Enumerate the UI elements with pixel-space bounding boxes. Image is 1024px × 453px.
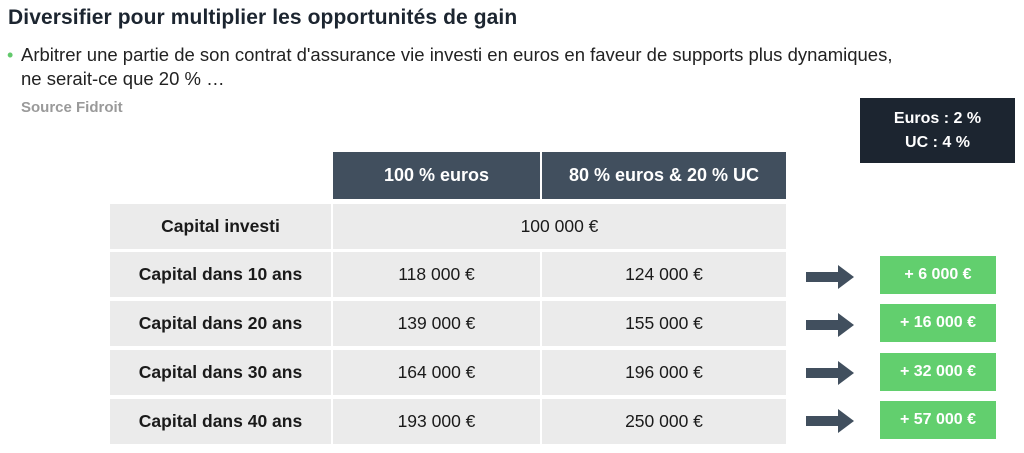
value-euros-30-ans: 164 000 €	[333, 350, 540, 395]
rate-uc: UC : 4 %	[905, 133, 970, 151]
value-mix-10-ans: 124 000 €	[542, 252, 786, 297]
gain-badge-40-ans: + 57 000 €	[880, 401, 996, 439]
row-label-10-ans: Capital dans 10 ans	[110, 252, 331, 297]
value-euros-10-ans: 118 000 €	[333, 252, 540, 297]
value-mix-40-ans: 250 000 €	[542, 399, 786, 444]
bullet-text: Arbitrer une partie de son contrat d'ass…	[21, 43, 1011, 91]
arrow-right-icon	[806, 265, 854, 289]
gain-badge-20-ans: + 16 000 €	[880, 304, 996, 342]
value-euros-20-ans: 139 000 €	[333, 301, 540, 346]
arrow-right-icon	[806, 313, 854, 337]
row-label-20-ans: Capital dans 20 ans	[110, 301, 331, 346]
rate-assumptions-box: Euros : 2 % UC : 4 %	[860, 98, 1015, 163]
value-mix-30-ans: 196 000 €	[542, 350, 786, 395]
value-mix-20-ans: 155 000 €	[542, 301, 786, 346]
rate-euros: Euros : 2 %	[893, 109, 982, 127]
gain-badge-30-ans: + 32 000 €	[880, 353, 996, 391]
capital-investi-value: 100 000 €	[333, 204, 786, 249]
arrow-right-icon	[806, 361, 854, 385]
arrow-right-icon	[806, 409, 854, 433]
page-title: Diversifier pour multiplier les opportun…	[8, 6, 518, 29]
gain-badge-10-ans: + 6 000 €	[880, 256, 996, 294]
header-100-euros: 100 % euros	[333, 152, 540, 199]
row-label-40-ans: Capital dans 40 ans	[110, 399, 331, 444]
bullet-icon: •	[7, 45, 14, 65]
bullet-line-1: Arbitrer une partie de son contrat d'ass…	[21, 44, 893, 65]
value-euros-40-ans: 193 000 €	[333, 399, 540, 444]
source-label: Source Fidroit	[21, 99, 123, 116]
header-80-euros-20-uc: 80 % euros & 20 % UC	[542, 152, 786, 199]
row-label-30-ans: Capital dans 30 ans	[110, 350, 331, 395]
bullet-line-2: ne serait-ce que 20 % …	[21, 68, 225, 89]
row-label-capital-investi: Capital investi	[110, 204, 331, 249]
